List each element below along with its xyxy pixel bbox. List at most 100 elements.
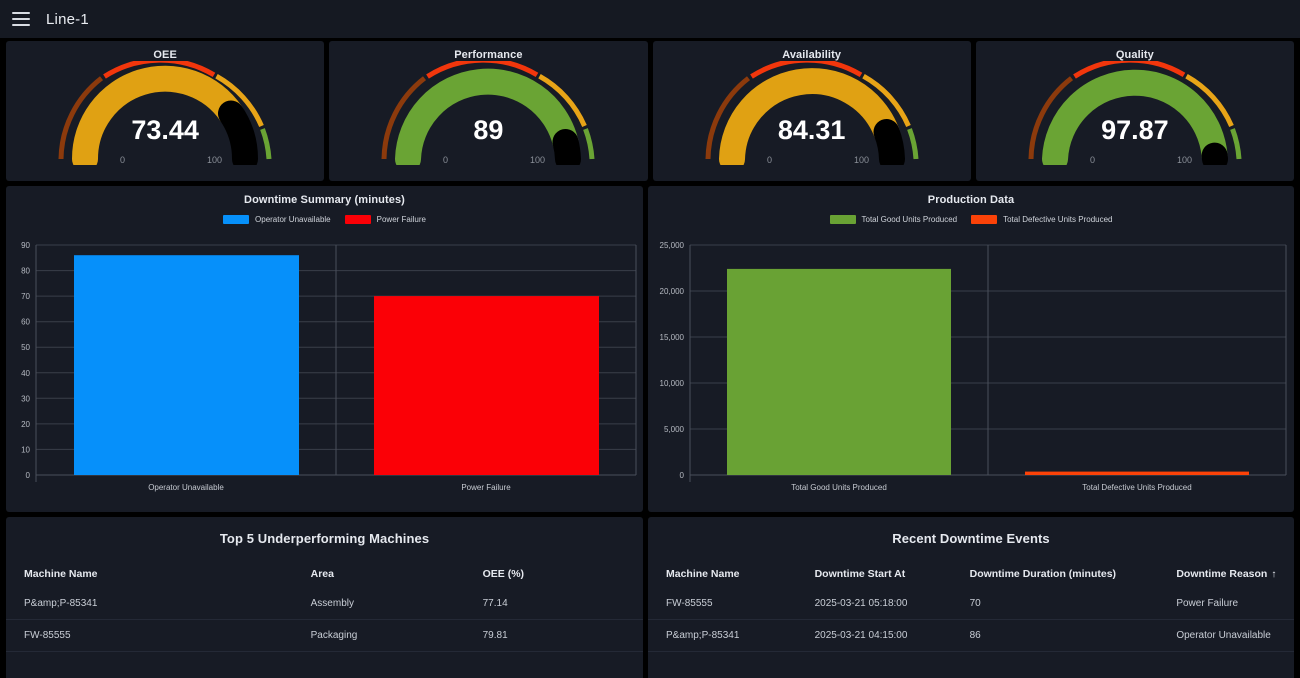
sort-ascending-icon: ↑: [1271, 569, 1277, 580]
kpi-gauge-row: OEE 0 100 73.44: [6, 41, 1294, 181]
y-tick-label: 20: [21, 420, 30, 429]
x-tick-label: Power Failure: [461, 483, 511, 492]
y-tick-label: 15,000: [660, 333, 685, 342]
chart-svg: 0 10 20 30 40 50 60 70 80 90: [21, 241, 637, 492]
gauge-value-arc: [718, 68, 900, 165]
gauge-track: [58, 61, 272, 160]
column-header-oee[interactable]: OEE (%): [482, 568, 525, 580]
gauge-graphic: 0 100: [381, 61, 595, 165]
legend-label: Total Good Units Produced: [861, 215, 958, 224]
cell-downtime-start: 2025-03-21 05:18:00: [814, 598, 908, 609]
gauge-quality: 0 100 97.87: [976, 61, 1294, 165]
gauge-graphic: 0 100: [705, 61, 919, 165]
gauge-graphic: 0 100: [58, 61, 272, 165]
gauge-title: Performance: [454, 49, 523, 61]
column-header-downtime-reason[interactable]: Downtime Reason ↑: [1158, 560, 1294, 588]
tables-row: Top 5 Underperforming Machines Machine N…: [6, 517, 1294, 678]
cell-machine-name: FW-85555: [666, 598, 713, 609]
production-bar-chart: 0 5,000 10,000 15,000 20,000 25,000 Tota…: [648, 230, 1294, 500]
cell-downtime-duration: 86: [969, 630, 981, 641]
gauge-value-arc: [72, 65, 245, 165]
gauge-remainder-arc: [552, 129, 582, 165]
y-tick-label: 40: [21, 369, 30, 378]
y-tick-label: 10,000: [660, 379, 685, 388]
legend-item[interactable]: Total Defective Units Produced: [971, 215, 1113, 224]
table-row[interactable]: FW-85555 2025-03-21 05:18:00 70 Power Fa…: [648, 588, 1294, 620]
bar-operator-unavailable[interactable]: [74, 255, 299, 475]
table-row[interactable]: FW-85555 Packaging 79.81: [6, 620, 643, 652]
table-row[interactable]: P&amp;P-85341 Assembly 77.14: [6, 588, 643, 620]
y-tick-label: 10: [21, 445, 30, 454]
gauge-min-label: 0: [443, 155, 448, 165]
gauge-panel-oee: OEE 0 100 73.44: [6, 41, 325, 181]
column-header-area[interactable]: Area: [310, 568, 334, 580]
chart-title: Downtime Summary (minutes): [244, 194, 405, 206]
gauge-track: [381, 61, 595, 160]
recent-downtime-events-table: Machine Name Downtime Start At Downtime …: [648, 560, 1294, 652]
hamburger-menu-icon[interactable]: [10, 8, 32, 30]
bar-power-failure[interactable]: [374, 296, 599, 475]
cell-downtime-reason: Power Failure: [1176, 598, 1239, 609]
gauge-value: 73.44: [131, 115, 199, 145]
column-header-downtime-start[interactable]: Downtime Start At: [814, 568, 906, 580]
gauge-title: OEE: [153, 49, 177, 61]
page-title: Line-1: [46, 10, 89, 28]
cell-machine-name: P&amp;P-85341: [666, 630, 740, 641]
legend-label: Operator Unavailable: [255, 215, 331, 224]
legend-item[interactable]: Operator Unavailable: [223, 215, 331, 224]
chart-legend: Operator Unavailable Power Failure: [6, 215, 643, 224]
recent-downtime-events-panel: Recent Downtime Events Machine Name Down…: [648, 517, 1294, 678]
gauge-remainder-arc: [873, 119, 905, 165]
legend-item[interactable]: Total Good Units Produced: [829, 215, 958, 224]
bar-total-good-units[interactable]: [727, 268, 951, 475]
gauge-panel-quality: Quality 0 100 97.87: [975, 41, 1294, 181]
y-tick-label: 90: [21, 241, 30, 250]
gauge-max-label: 100: [1177, 155, 1192, 165]
column-header-machine-name[interactable]: Machine Name: [666, 568, 740, 580]
bar-total-defective-units[interactable]: [1025, 471, 1249, 475]
top-bar: Line-1: [0, 0, 1300, 38]
charts-row: Downtime Summary (minutes) Operator Unav…: [6, 186, 1294, 512]
cell-oee: 79.81: [482, 630, 508, 641]
gauge-oee: 0 100 73.44: [6, 61, 324, 165]
table-title: Recent Downtime Events: [892, 531, 1050, 546]
underperforming-machines-panel: Top 5 Underperforming Machines Machine N…: [6, 517, 643, 678]
legend-swatch-icon: [344, 215, 371, 224]
y-tick-label: 70: [21, 292, 30, 301]
column-header-machine-name[interactable]: Machine Name: [24, 568, 98, 580]
cell-oee: 77.14: [482, 598, 508, 609]
x-tick-label: Total Good Units Produced: [791, 483, 887, 492]
chart-svg: 0 5,000 10,000 15,000 20,000 25,000 Tota…: [660, 241, 1287, 492]
gauge-max-label: 100: [530, 155, 545, 165]
y-tick-label: 5,000: [664, 425, 685, 434]
table-header-row: Machine Name Downtime Start At Downtime …: [648, 560, 1294, 588]
x-tick-label: Total Defective Units Produced: [1082, 483, 1191, 492]
y-tick-label: 50: [21, 343, 30, 352]
cell-downtime-reason: Operator Unavailable: [1176, 630, 1271, 641]
gauge-remainder-arc: [218, 100, 259, 165]
legend-swatch-icon: [829, 215, 856, 224]
gauge-min-label: 0: [767, 155, 772, 165]
y-tick-label: 25,000: [660, 241, 685, 250]
legend-label: Total Defective Units Produced: [1003, 215, 1113, 224]
column-header-downtime-reason-label: Downtime Reason: [1176, 568, 1268, 580]
x-tick-label: Operator Unavailable: [148, 483, 224, 492]
table-row[interactable]: P&amp;P-85341 2025-03-21 04:15:00 86 Ope…: [648, 620, 1294, 652]
gauge-max-label: 100: [854, 155, 869, 165]
gauge-graphic: 0 100: [1028, 61, 1242, 165]
gauge-track: [705, 61, 919, 160]
gauge-value-arc: [395, 68, 579, 165]
gauge-title: Quality: [1115, 49, 1154, 61]
y-tick-label: 80: [21, 267, 30, 276]
column-header-downtime-duration[interactable]: Downtime Duration (minutes): [969, 568, 1117, 580]
legend-item[interactable]: Power Failure: [344, 215, 426, 224]
cell-downtime-duration: 70: [969, 598, 981, 609]
y-tick-label: 30: [21, 394, 30, 403]
gauge-value: 89: [473, 115, 504, 145]
legend-label: Power Failure: [376, 215, 426, 224]
gauge-max-label: 100: [207, 155, 222, 165]
downtime-summary-panel: Downtime Summary (minutes) Operator Unav…: [6, 186, 643, 512]
underperforming-machines-table: Machine Name Area OEE (%) P&amp;P-85341 …: [6, 560, 643, 652]
y-tick-label: 0: [680, 471, 685, 480]
